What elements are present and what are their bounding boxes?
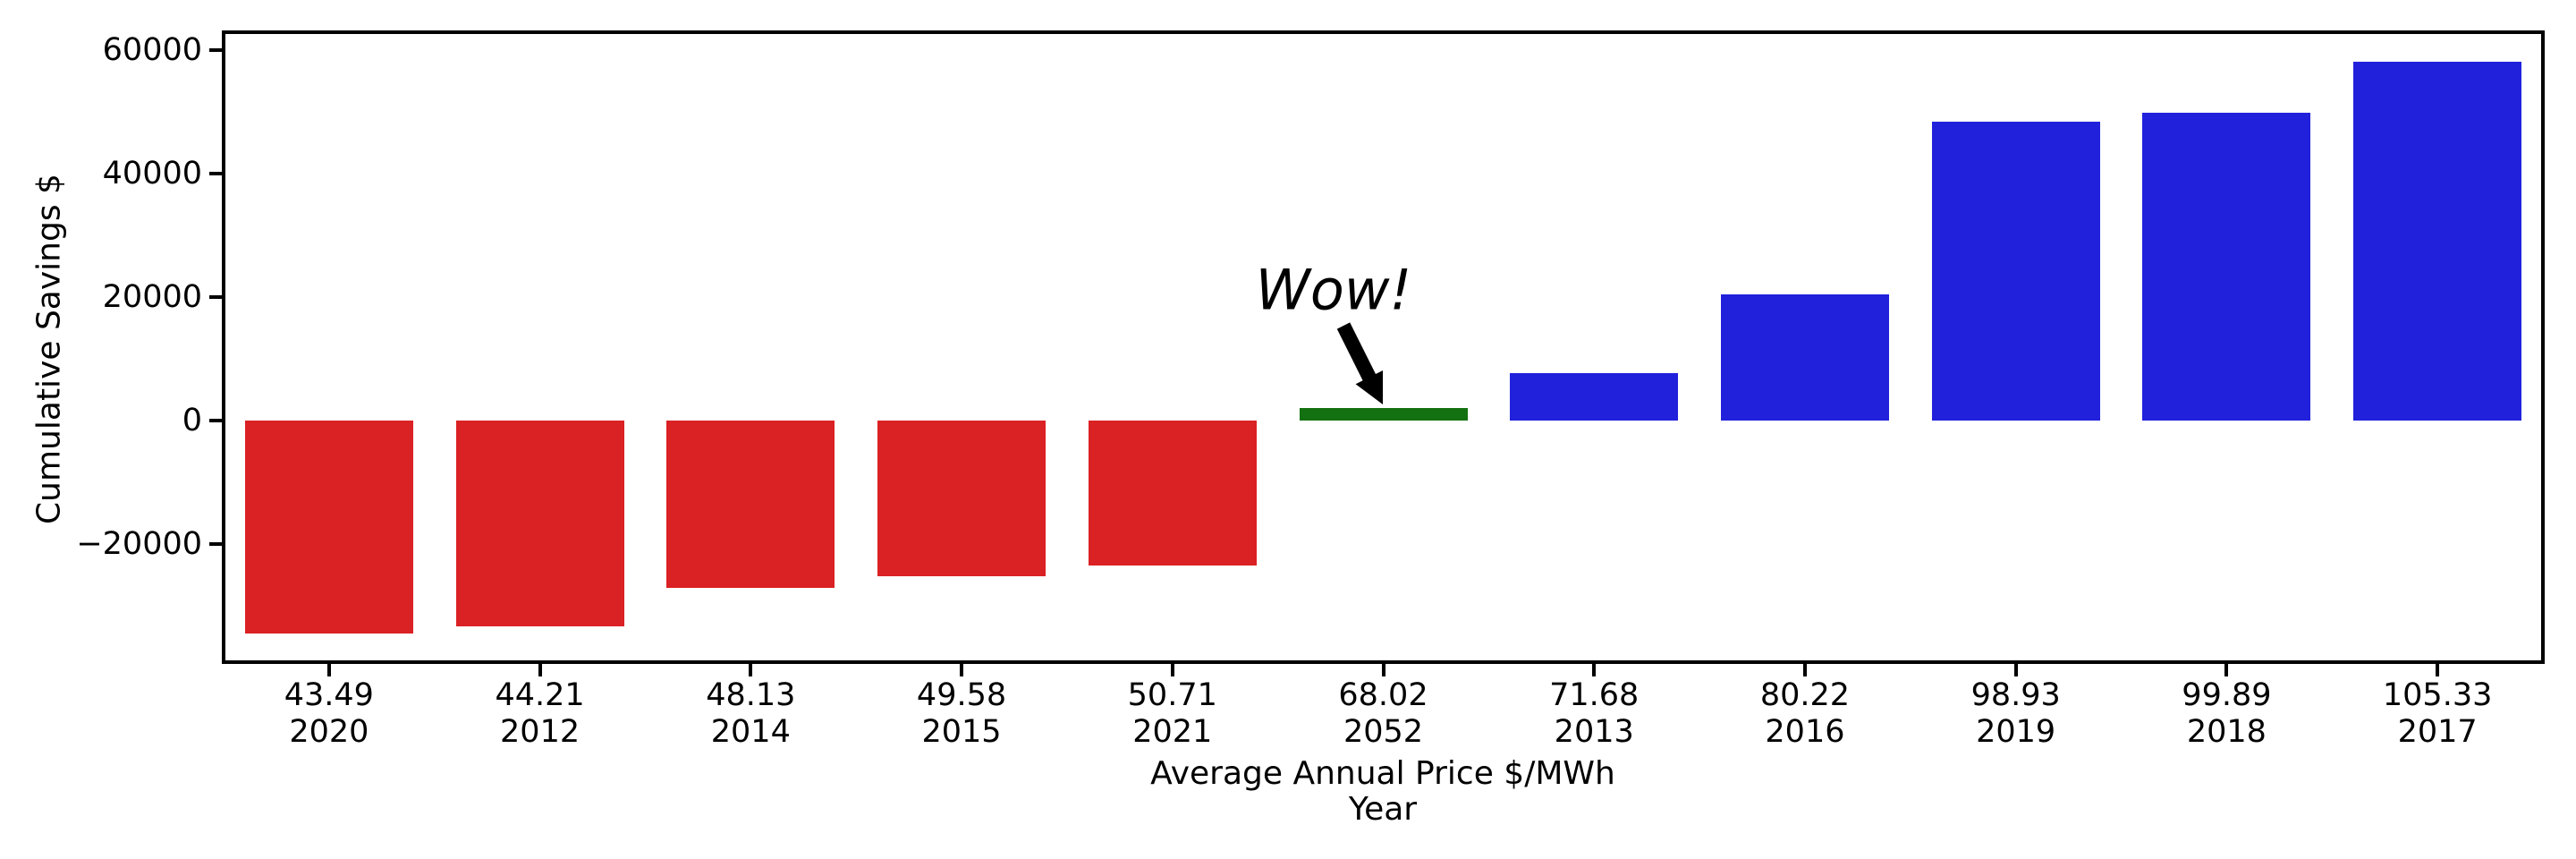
y-tick-mark [209, 419, 222, 422]
y-axis-label: Cumulative Savings $ [30, 174, 68, 524]
bar-2021 [1088, 421, 1257, 566]
x-tick-label: 44.21 2012 [495, 677, 585, 750]
annotation-arrow-icon [1336, 322, 1383, 404]
bar-2012 [455, 421, 624, 627]
y-tick-label: 20000 [102, 279, 202, 315]
x-tick-mark [538, 664, 542, 676]
x-tick-label: 80.22 2016 [1759, 677, 1851, 750]
y-tick-mark [209, 48, 222, 52]
y-tick-mark [209, 542, 222, 546]
bar-2014 [666, 421, 835, 588]
x-axis-label-year: Year [1348, 791, 1418, 828]
bar-2020 [244, 421, 413, 634]
x-tick-mark [749, 664, 753, 676]
bar-2015 [877, 421, 1046, 576]
bar-2013 [1510, 372, 1679, 421]
x-tick-mark [2224, 664, 2229, 676]
bar-2052 [1299, 407, 1468, 421]
x-tick-mark [1170, 664, 1174, 676]
x-axis-label: Average Annual Price $/MWh Year [1025, 756, 1741, 828]
y-tick-mark [209, 295, 222, 299]
y-tick-mark [209, 172, 222, 175]
y-tick-label: −20000 [76, 526, 202, 562]
x-tick-mark [2013, 664, 2018, 676]
x-tick-mark [960, 664, 964, 676]
x-tick-label: 71.68 2013 [1549, 677, 1640, 750]
x-tick-mark [1592, 664, 1597, 676]
bar-2019 [1931, 122, 2100, 421]
bar-2016 [1720, 294, 1889, 421]
x-tick-mark [326, 664, 331, 676]
bar-2017 [2353, 62, 2522, 421]
x-tick-mark [1802, 664, 1807, 676]
x-tick-label: 99.89 2018 [2182, 677, 2272, 750]
x-tick-mark [1381, 664, 1385, 676]
y-tick-label: 0 [182, 403, 202, 438]
x-axis-label-price: Average Annual Price $/MWh [1150, 755, 1615, 792]
x-tick-label: 50.71 2021 [1127, 677, 1217, 750]
x-tick-label: 49.58 2015 [916, 677, 1007, 750]
x-tick-label: 105.33 2017 [2382, 677, 2493, 750]
x-tick-label: 48.13 2014 [706, 677, 796, 750]
x-tick-label: 68.02 2052 [1338, 677, 1428, 750]
y-tick-label: 60000 [102, 32, 202, 68]
x-tick-mark [2436, 664, 2440, 676]
x-tick-label: 98.93 2019 [1970, 677, 2061, 750]
bar-2018 [2142, 112, 2311, 421]
y-tick-label: 40000 [102, 156, 202, 191]
annotation-text: Wow! [1255, 257, 1412, 323]
x-tick-label: 43.49 2020 [284, 677, 374, 750]
